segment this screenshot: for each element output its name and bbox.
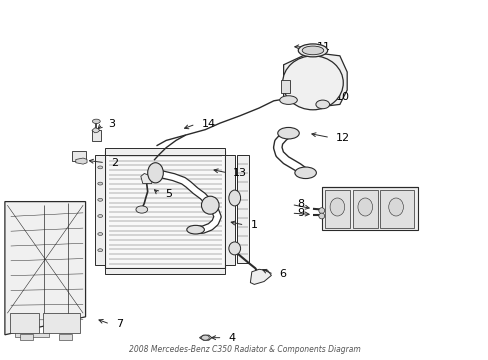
Ellipse shape bbox=[294, 167, 316, 179]
Bar bbox=[20, 334, 33, 340]
Bar bbox=[352, 190, 377, 228]
Ellipse shape bbox=[98, 233, 102, 235]
Ellipse shape bbox=[357, 198, 372, 216]
Text: 3: 3 bbox=[108, 119, 115, 129]
Polygon shape bbox=[283, 52, 346, 108]
Ellipse shape bbox=[186, 225, 204, 234]
Polygon shape bbox=[321, 187, 417, 230]
Bar bbox=[281, 80, 289, 93]
Bar bbox=[92, 130, 101, 141]
Bar bbox=[325, 190, 349, 228]
Ellipse shape bbox=[147, 163, 163, 183]
Text: 13: 13 bbox=[233, 168, 247, 178]
Ellipse shape bbox=[228, 190, 240, 206]
Ellipse shape bbox=[282, 56, 343, 110]
Polygon shape bbox=[95, 155, 105, 265]
Bar bbox=[43, 313, 80, 333]
Ellipse shape bbox=[318, 213, 324, 219]
Text: 10: 10 bbox=[335, 92, 349, 102]
Text: 1: 1 bbox=[250, 220, 257, 230]
Ellipse shape bbox=[201, 196, 219, 214]
Bar bbox=[105, 268, 224, 274]
Text: 9: 9 bbox=[297, 208, 304, 218]
Polygon shape bbox=[92, 128, 100, 133]
Ellipse shape bbox=[98, 166, 102, 169]
Text: 12: 12 bbox=[335, 132, 349, 143]
Bar bbox=[380, 190, 413, 228]
Bar bbox=[59, 334, 72, 340]
Polygon shape bbox=[250, 269, 271, 284]
Polygon shape bbox=[15, 333, 49, 337]
Text: 2: 2 bbox=[111, 158, 118, 168]
Ellipse shape bbox=[388, 198, 403, 216]
Polygon shape bbox=[224, 155, 234, 265]
Text: 11: 11 bbox=[316, 42, 330, 52]
Ellipse shape bbox=[92, 119, 100, 123]
Text: 5: 5 bbox=[164, 189, 171, 199]
Bar bbox=[10, 313, 39, 333]
Ellipse shape bbox=[279, 96, 297, 104]
Ellipse shape bbox=[315, 100, 329, 109]
Ellipse shape bbox=[98, 182, 102, 185]
Polygon shape bbox=[105, 151, 224, 268]
Ellipse shape bbox=[277, 127, 299, 139]
Bar bbox=[105, 148, 224, 155]
Text: 8: 8 bbox=[297, 199, 304, 210]
Ellipse shape bbox=[318, 208, 324, 213]
Text: 14: 14 bbox=[201, 119, 215, 129]
Ellipse shape bbox=[98, 198, 102, 201]
Ellipse shape bbox=[201, 335, 209, 340]
Polygon shape bbox=[5, 202, 85, 335]
Text: 7: 7 bbox=[116, 319, 123, 329]
Polygon shape bbox=[141, 174, 152, 184]
Ellipse shape bbox=[98, 249, 102, 252]
Ellipse shape bbox=[329, 198, 344, 216]
Text: 4: 4 bbox=[228, 333, 235, 343]
Polygon shape bbox=[237, 155, 249, 263]
Bar bbox=[72, 151, 86, 161]
Ellipse shape bbox=[228, 242, 240, 255]
Text: 6: 6 bbox=[279, 269, 286, 279]
Ellipse shape bbox=[298, 44, 327, 57]
Text: 2008 Mercedes-Benz C350 Radiator & Components Diagram: 2008 Mercedes-Benz C350 Radiator & Compo… bbox=[128, 345, 360, 354]
Polygon shape bbox=[199, 335, 211, 340]
Ellipse shape bbox=[136, 206, 147, 213]
Polygon shape bbox=[76, 158, 87, 164]
Ellipse shape bbox=[302, 46, 323, 55]
Ellipse shape bbox=[98, 215, 102, 217]
